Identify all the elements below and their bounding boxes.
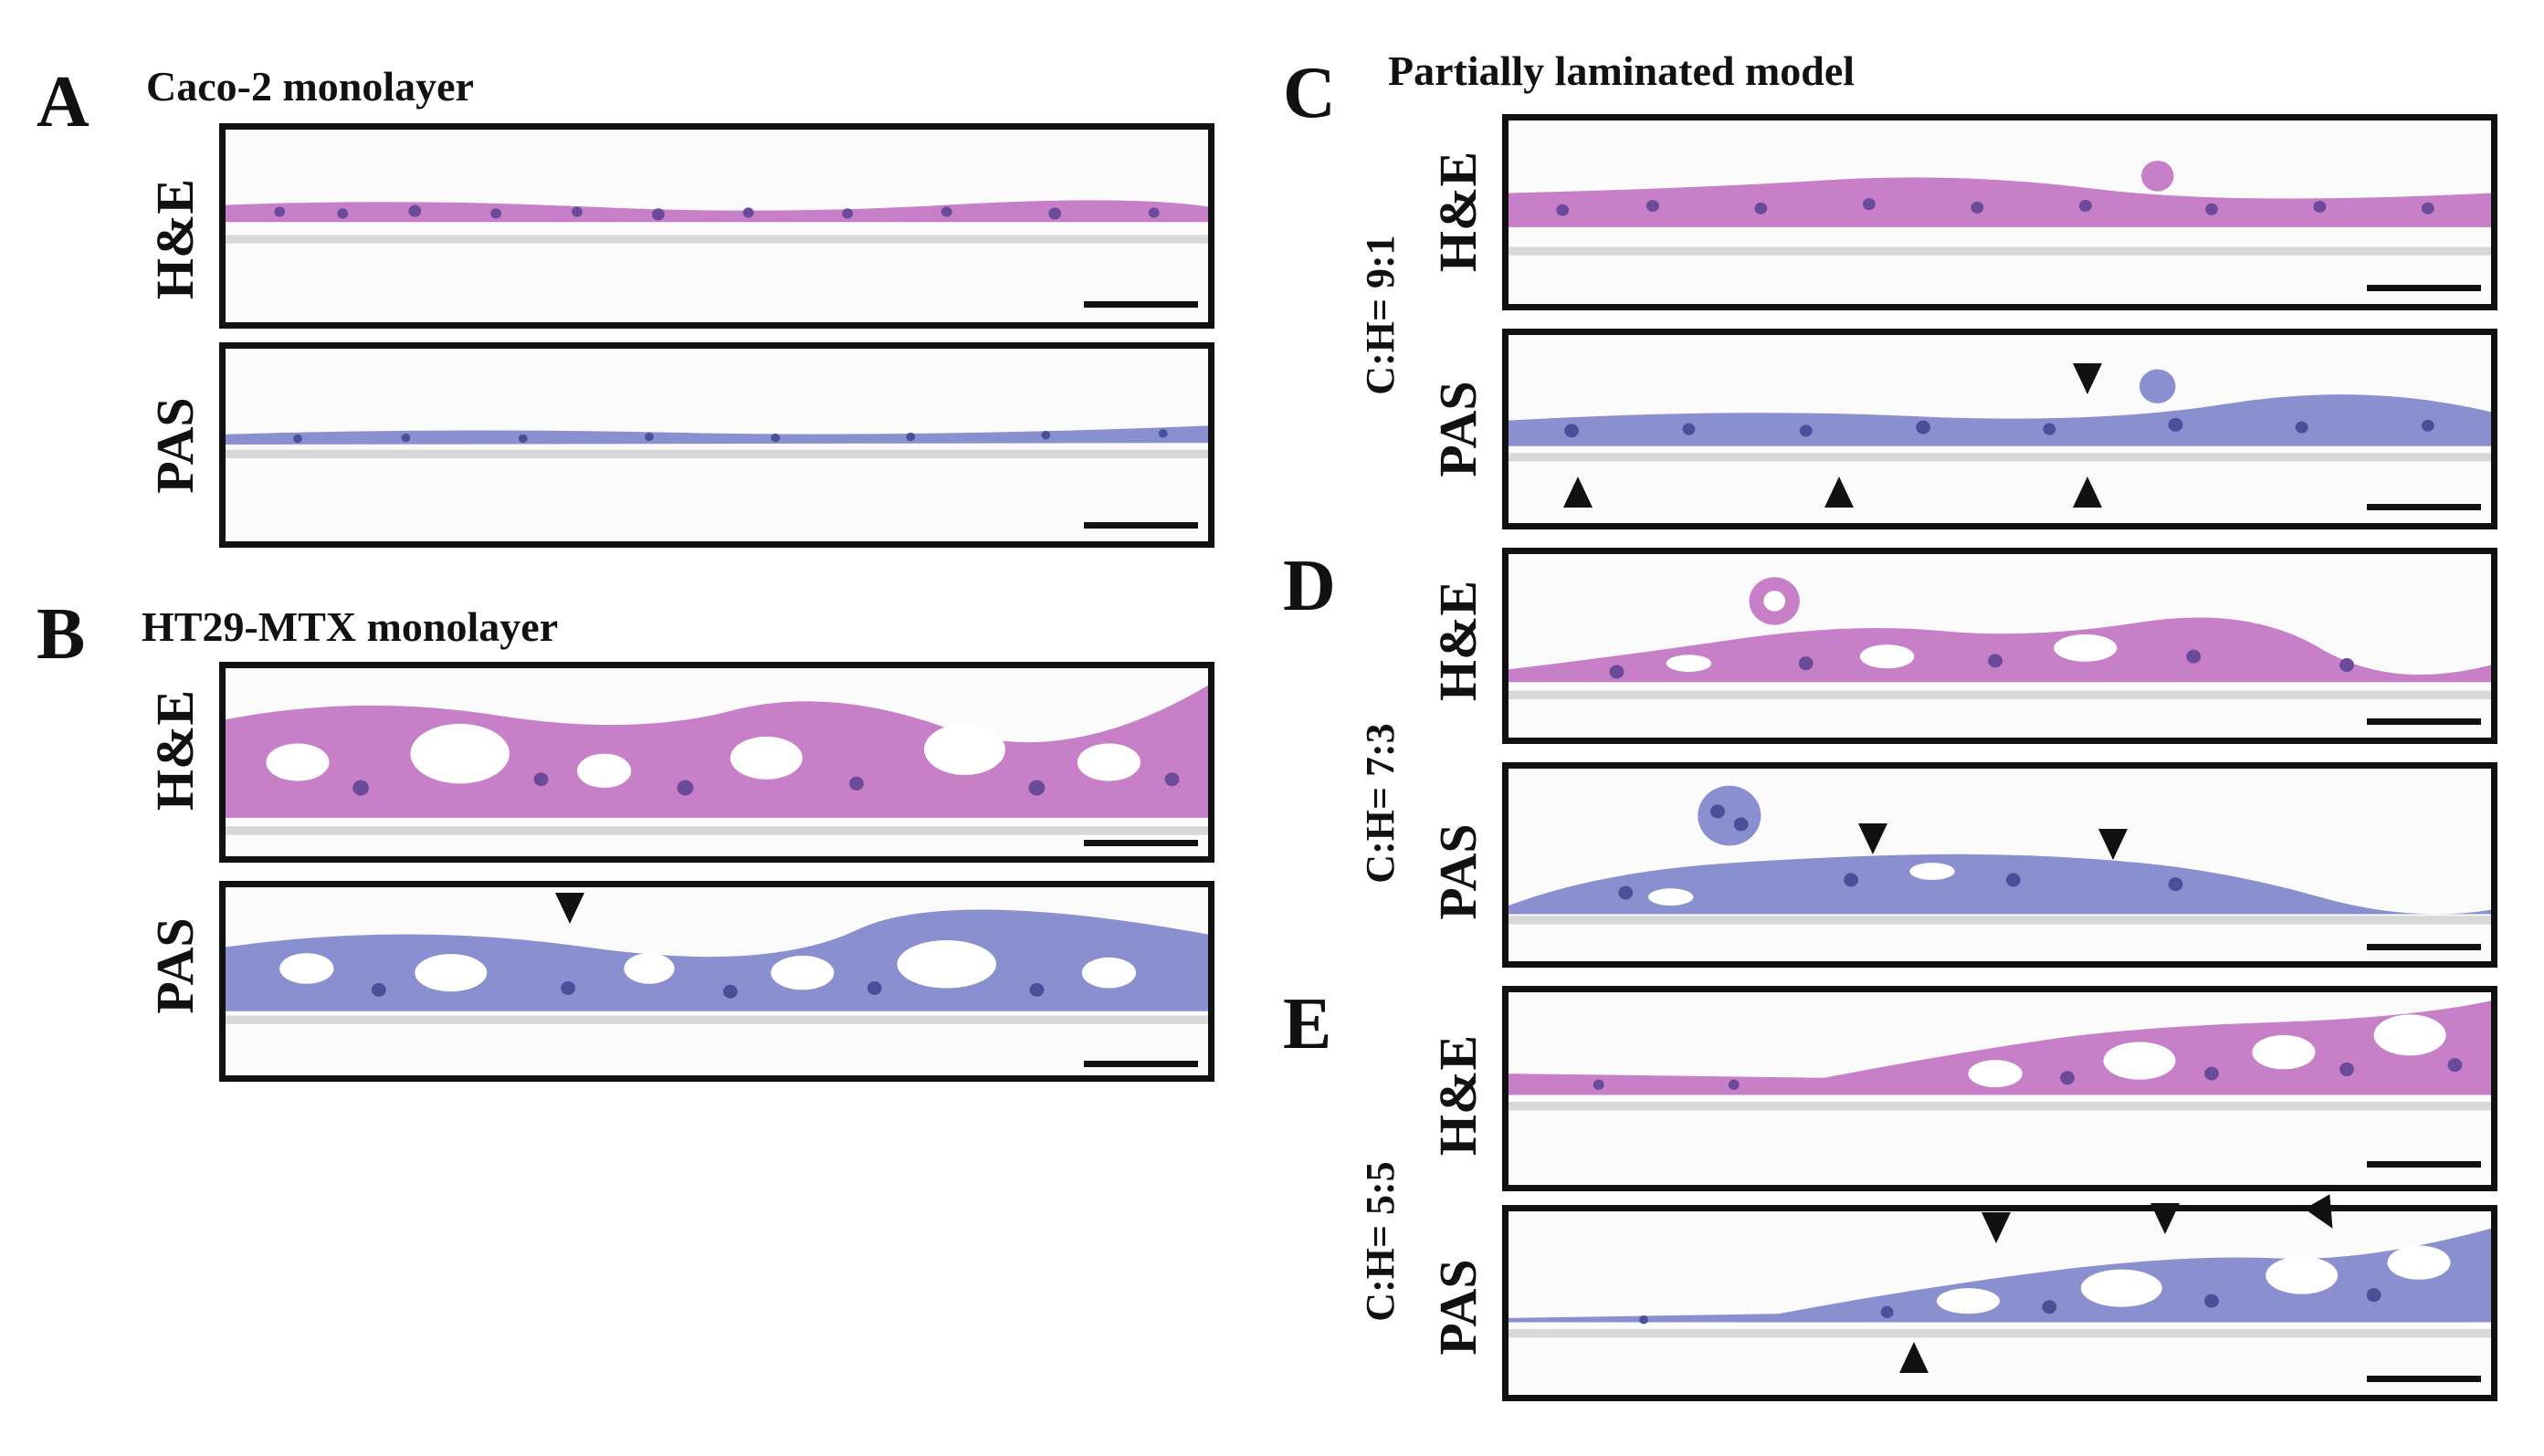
scale-bar-e-pas [2367, 1376, 2481, 1382]
stain-label-b-he: H&E [145, 689, 205, 812]
tissue-d-pas [1509, 785, 2491, 925]
arrowhead-e-pas-2 [2150, 1203, 2180, 1234]
panel-letter-a: A [37, 62, 89, 142]
arrowhead-c-pas-3 [1824, 477, 1854, 508]
scale-bar-e-he [2367, 1161, 2481, 1168]
arrowhead-d-pas-2 [2098, 829, 2128, 860]
micrograph-c-pas [1502, 329, 2497, 529]
tissue-c-pas [1509, 369, 2491, 462]
stain-label-e-he: H&E [1428, 1034, 1488, 1157]
stain-label-d-he: H&E [1428, 580, 1488, 702]
scale-bar-d-he [2367, 718, 2481, 725]
scale-bar-d-pas [2367, 944, 2481, 950]
arrowhead-d-pas-1 [1858, 823, 1887, 854]
micrograph-d-he [1502, 548, 2497, 744]
scale-bar-a-he [1084, 301, 1198, 308]
tissue-d-he [1509, 577, 2491, 699]
arrowhead-c-pas-2 [1563, 477, 1593, 508]
micrograph-e-he [1502, 986, 2497, 1191]
micrograph-a-pas [219, 342, 1214, 548]
ratio-label-c: C:H= 9:1 [1358, 235, 1403, 395]
title-partial: Partially laminated model [1388, 47, 1855, 94]
tissue-b-he [226, 685, 1208, 835]
tissue-a-pas [226, 425, 1208, 459]
tissue-a-he [226, 200, 1208, 244]
stain-label-b-pas: PAS [145, 917, 205, 1014]
stain-label-c-he: H&E [1428, 151, 1488, 273]
ratio-label-d: C:H= 7:3 [1358, 723, 1403, 884]
panel-letter-e: E [1283, 984, 1332, 1064]
tissue-e-he [1509, 1000, 2491, 1111]
micrograph-a-he [219, 123, 1214, 329]
arrowhead-c-pas-1 [2073, 363, 2102, 394]
ratio-label-e: C:H= 5:5 [1358, 1161, 1403, 1322]
micrograph-b-he [219, 662, 1214, 863]
panel-letter-d: D [1283, 546, 1336, 626]
scale-bar-c-he [2367, 285, 2481, 291]
arrowhead-e-pas-4 [1899, 1342, 1929, 1373]
scale-bar-b-pas [1084, 1061, 1198, 1067]
arrowhead-e-pas-1 [1982, 1212, 2011, 1243]
arrowhead-b-pas-1 [555, 893, 584, 924]
tissue-b-pas [226, 909, 1208, 1024]
scale-bar-b-he [1084, 840, 1198, 846]
tissue-e-pas [1509, 1228, 2491, 1338]
stain-label-a-he: H&E [145, 178, 205, 300]
stain-label-a-pas: PAS [145, 397, 205, 494]
panel-letter-b: B [37, 594, 86, 675]
title-caco2: Caco-2 monolayer [146, 63, 474, 110]
stain-label-c-pas: PAS [1428, 381, 1488, 477]
micrograph-e-pas [1502, 1205, 2497, 1401]
micrograph-b-pas [219, 881, 1214, 1082]
micrograph-c-he [1502, 114, 2497, 310]
tissue-c-he [1509, 160, 2491, 256]
panel-letter-c: C [1283, 53, 1336, 133]
scale-bar-c-pas [2367, 504, 2481, 510]
stain-label-e-pas: PAS [1428, 1259, 1488, 1356]
micrograph-d-pas [1502, 762, 2497, 968]
stain-label-d-pas: PAS [1428, 823, 1488, 920]
scale-bar-a-pas [1084, 522, 1198, 529]
title-ht29: HT29-MTX monolayer [142, 603, 559, 650]
arrowhead-c-pas-4 [2073, 477, 2102, 508]
